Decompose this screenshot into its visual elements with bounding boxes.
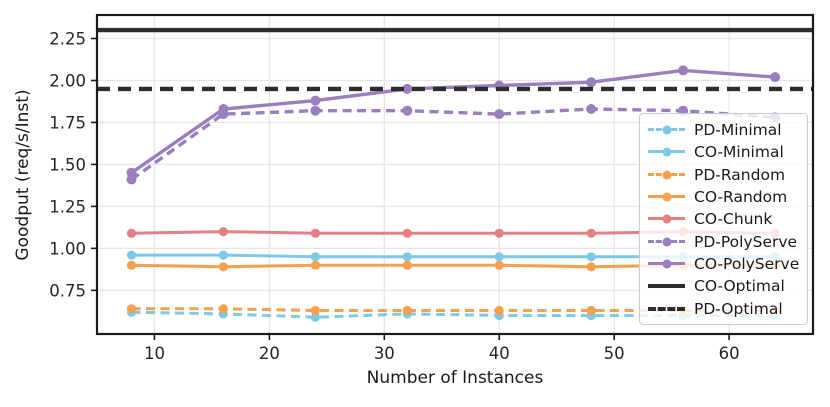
legend-item-co-minimal: CO-Minimal — [648, 141, 801, 163]
legend-item-pd-random: PD-Random — [648, 164, 801, 186]
legend-line-sample — [648, 234, 685, 250]
svg-text:40: 40 — [489, 344, 510, 363]
legend-line-sample — [648, 167, 685, 183]
svg-text:1.00: 1.00 — [49, 239, 86, 258]
legend-item-co-chunk: CO-Chunk — [648, 208, 801, 230]
svg-text:2.25: 2.25 — [49, 30, 86, 49]
legend-label: CO-Optimal — [694, 277, 785, 296]
legend-line-sample — [648, 278, 685, 294]
svg-text:1.75: 1.75 — [49, 113, 86, 132]
svg-text:2.00: 2.00 — [49, 71, 86, 90]
svg-text:20: 20 — [259, 344, 280, 363]
legend-label: CO-Chunk — [694, 210, 773, 229]
svg-text:1.50: 1.50 — [49, 155, 86, 174]
legend-item-co-optimal: CO-Optimal — [648, 275, 801, 297]
legend-item-pd-minimal: PD-Minimal — [648, 119, 801, 141]
svg-text:30: 30 — [374, 344, 395, 363]
legend-label: CO-Random — [694, 188, 788, 207]
legend-line-sample — [648, 211, 685, 227]
legend-label: PD-Minimal — [694, 121, 782, 140]
legend-line-sample — [648, 122, 685, 138]
legend-line-sample — [648, 144, 685, 160]
svg-text:0.75: 0.75 — [49, 281, 86, 300]
legend-item-pd-optimal: PD-Optimal — [648, 298, 801, 320]
legend-line-sample — [648, 301, 685, 317]
legend-label: PD-PolyServe — [694, 232, 798, 251]
legend-line-sample — [648, 189, 685, 205]
legend-line-sample — [648, 256, 685, 272]
y-axis-label: Goodput (req/s/Inst) — [13, 89, 33, 261]
svg-text:50: 50 — [604, 344, 625, 363]
svg-text:10: 10 — [144, 344, 165, 363]
svg-text:1.25: 1.25 — [49, 197, 86, 216]
x-axis-label: Number of Instances — [366, 368, 544, 388]
legend-label: CO-Minimal — [694, 143, 784, 162]
legend-label: CO-PolyServe — [694, 255, 800, 274]
legend-item-pd-polyserve: PD-PolyServe — [648, 231, 801, 253]
legend-label: PD-Random — [694, 165, 786, 184]
legend-label: PD-Optimal — [694, 299, 783, 318]
svg-text:60: 60 — [719, 344, 740, 363]
legend-item-co-random: CO-Random — [648, 186, 801, 208]
legend-item-co-polyserve: CO-PolyServe — [648, 253, 801, 275]
chart-legend: PD-Minimal CO-Minimal PD-Random CO-Rando… — [639, 113, 808, 325]
